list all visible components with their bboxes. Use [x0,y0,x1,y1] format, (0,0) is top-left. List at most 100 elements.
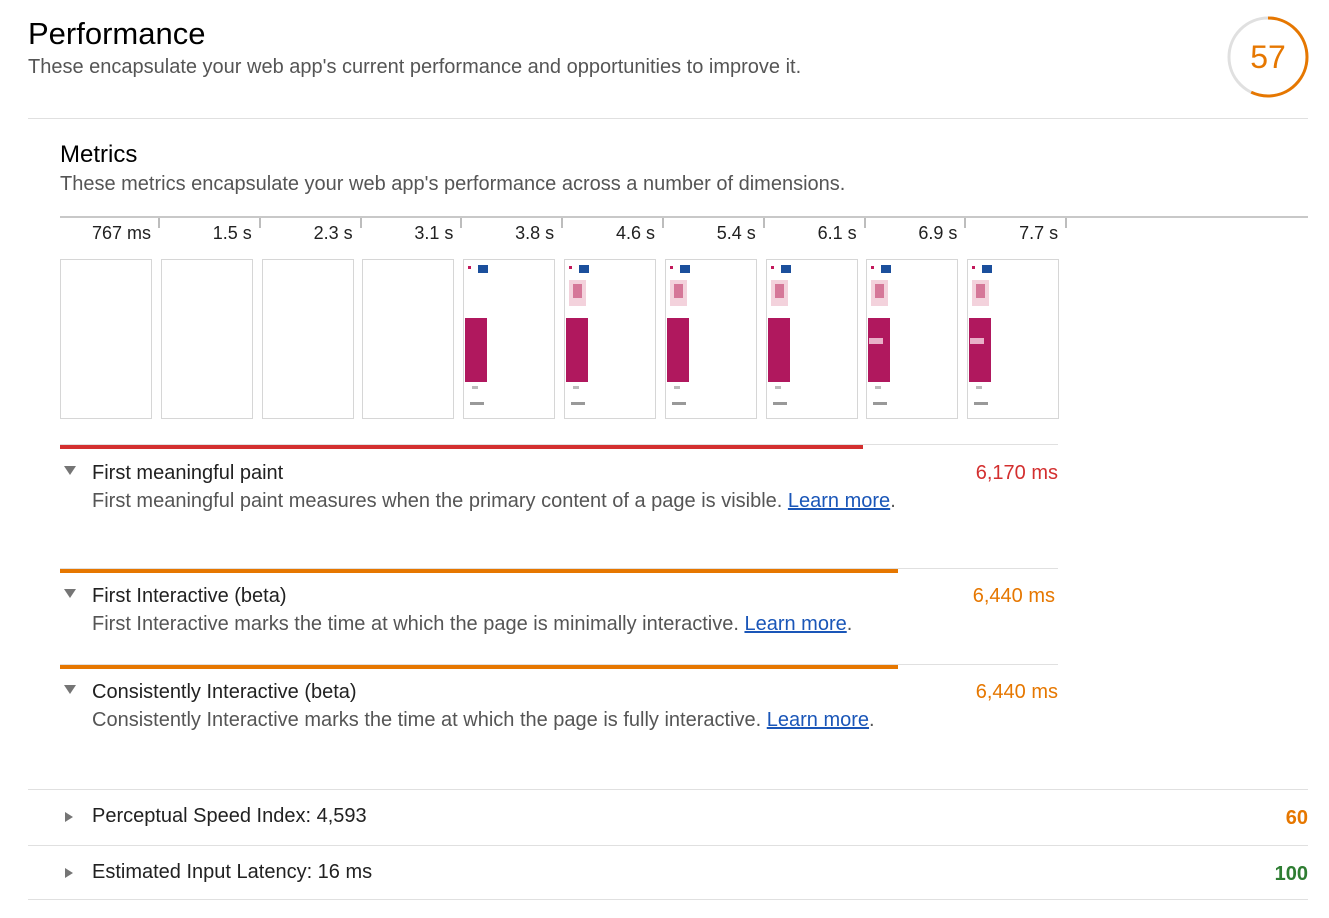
section-title: Performance [28,16,206,51]
thumbnail-logo [881,265,892,273]
learn-more-link[interactable]: Learn more [766,709,870,731]
metrics-description: These metrics encapsulate your web app's… [60,173,846,195]
metric-bar-consistently-interactive [60,665,898,669]
metric-bar-first-interactive [60,569,898,573]
metric-title-first-meaningful-paint[interactable]: First meaningful paint [92,462,284,484]
timestamp-label: 6.9 s [918,223,958,243]
thumbnail-logo [982,265,993,273]
speed-index-label[interactable]: Perceptual Speed Index: 4,593 [92,805,367,827]
thumbnail-pic [569,280,586,306]
thumbnail-small2 [974,402,989,405]
section-description: These encapsulate your web app's current… [28,56,802,78]
metric-description-text: Consistently Interactive marks the time … [92,709,767,731]
timestamp-tick [964,218,967,228]
timestamp-tick [359,218,362,228]
filmstrip-frame [362,259,455,419]
speed-index-score: 60 [1285,807,1308,829]
filmstrip-frame [463,259,556,419]
thumbnail-band [868,318,891,382]
filmstrip-frame [664,259,757,419]
thumbnail-small1 [976,386,983,389]
metric-description-suffix: . [890,490,896,512]
timestamp-label: 1.5 s [212,223,252,243]
metric-divider [60,664,1058,665]
timestamp-label: 2.3 s [313,223,353,243]
thumbnail-logo [579,265,589,273]
thumbnail-small2 [571,402,585,405]
thumbnail-dot [569,266,572,269]
thumbnail-small1 [472,386,479,389]
filmstrip-frame [60,259,152,419]
learn-more-link[interactable]: Learn more [744,613,847,635]
timestamp-tick [762,218,765,228]
learn-more-link[interactable]: Learn more [787,490,891,512]
metrics-title: Metrics [60,141,138,168]
filmstrip-frame [765,259,858,419]
thumbnail-band [566,318,588,382]
metric-title-first-interactive[interactable]: First Interactive (beta) [92,585,287,607]
metric-description-text: First Interactive marks the time at whic… [92,613,745,635]
thumbnail-pic [669,280,687,306]
thumbnail-small2 [772,402,787,405]
thumbnail-small1 [673,386,680,389]
thumbnail-band [767,318,790,382]
metric-divider [60,444,1058,445]
page-screenshot-thumbnail [767,260,857,418]
expand-arrow-icon[interactable] [65,868,73,878]
thumbnail-logo [780,265,791,273]
metric-bar-first-meaningful-paint [60,445,863,449]
expand-arrow-icon[interactable] [64,589,76,598]
metric-title-consistently-interactive[interactable]: Consistently Interactive (beta) [92,681,357,703]
metric-description-suffix: . [846,613,853,635]
timestamp-tick [863,218,866,228]
filmstrip-timestamp: 1.5 s [161,218,261,248]
thumbnail-small2 [873,402,888,405]
expand-arrow-icon[interactable] [64,685,76,694]
timestamp-tick [258,218,261,228]
page-screenshot-thumbnail [565,260,655,418]
filmstrip-frame [564,259,656,419]
filmstrip-timestamp: 3.1 s [362,218,463,248]
thumbnail-small2 [470,402,485,405]
expand-arrow-icon[interactable] [64,466,76,475]
input-latency-score: 100 [1274,863,1308,885]
filmstrip-timestamps: 767 ms 1.5 s 2.3 s 3.1 s 3.8 s 4.6 s 5.4 s 6.1 … [60,218,1068,248]
thumbnail-dot [669,266,673,269]
thumbnail-logo [478,265,489,273]
metric-description-consistently-interactive: Consistently Interactive marks the time … [92,706,932,734]
thumbnail-band [465,318,488,382]
thumbnail-dot [871,266,875,269]
thumbnail-band-text [869,338,884,344]
thumbnail-small1 [774,386,781,389]
metric-value-consistently-interactive: 6,440 ms [975,681,1058,703]
filmstrip-timestamp: 6.1 s [766,218,866,248]
thumbnail-small1 [875,386,882,389]
input-latency-label[interactable]: Estimated Input Latency: 16 ms [92,861,373,883]
score-gauge: 57 [1226,15,1310,99]
thumbnail-band [666,318,689,382]
score-value: 57 [1250,39,1286,75]
thumbnail-dot [770,266,774,269]
filmstrip-frame [866,259,959,419]
thumbnail-pic [770,280,788,306]
thumbnail-small1 [573,386,579,389]
timestamp-label: 5.4 s [716,223,756,243]
thumbnail-dot [972,266,976,269]
filmstrip-frame [261,259,354,419]
metric-value-first-meaningful-paint: 6,170 ms [975,462,1058,484]
filmstrip-timestamp: 7.7 s [967,218,1068,248]
page-screenshot-thumbnail [666,260,756,418]
timestamp-label: 767 ms [91,223,151,243]
timestamp-tick [662,218,664,228]
timestamp-tick [561,218,564,228]
expand-arrow-icon[interactable] [65,812,73,822]
metric-value-first-interactive: 6,440 ms [972,585,1055,607]
thumbnail-pic [972,280,990,306]
thumbnail-dot [468,266,472,269]
header-divider [28,118,1308,119]
filmstrip-frame [967,259,1060,419]
filmstrip-timestamp: 5.4 s [665,218,765,248]
timestamp-label: 6.1 s [817,223,857,243]
timestamp-tick [460,218,463,228]
timestamp-label: 3.8 s [515,223,555,243]
